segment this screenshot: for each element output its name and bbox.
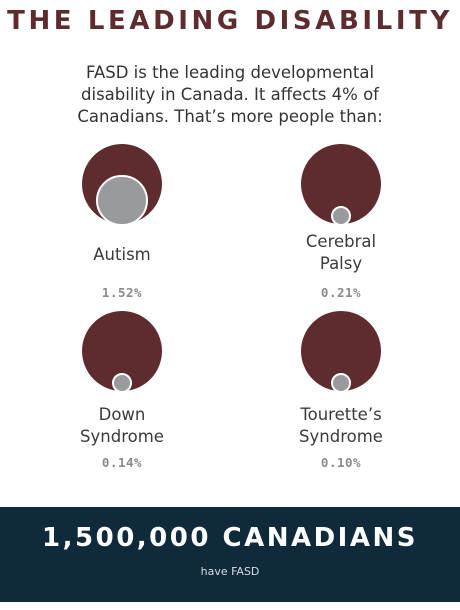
comparison-label: Tourette’s Syndrome [241,404,441,448]
comparison-circles [241,311,441,395]
comparison-label-line: Tourette’s [300,405,382,424]
comparison-percent: 0.10% [320,455,362,470]
cerebral-palsy-circle [330,205,352,226]
comparison-percent: 0.14% [101,455,143,470]
comparison-cerebral-palsy: Cerebral Palsy 0.21% [241,144,441,304]
comparison-label: Autism [22,244,222,266]
comparison-label: Down Syndrome [22,404,222,448]
comparison-circles [22,311,222,395]
autism-circle [96,174,148,226]
comparison-label-line: Down [98,405,146,424]
comparison-label-line: Autism [93,245,151,264]
footer-headline: 1,500,000 CANADIANS [42,523,418,553]
footer-banner: 1,500,000 CANADIANS have FASD [0,507,460,602]
comparison-label-line: Cerebral [305,232,377,251]
footer-subtext: have FASD [200,565,260,578]
comparison-label: Cerebral Palsy [241,231,441,275]
down-syndrome-circle [112,373,132,393]
intro-line: FASD is the leading developmental [85,63,375,82]
comparison-percent: 1.52% [101,285,143,300]
intro-line: Canadians. That’s more people than: [77,107,383,126]
comparison-autism: Autism 1.52% [22,144,222,304]
comparison-tourettes-syndrome: Tourette’s Syndrome 0.10% [241,311,441,471]
comparison-circles [22,144,222,228]
comparison-circles [241,144,441,228]
tourettes-syndrome-circle [331,373,351,393]
comparison-label-line: Syndrome [80,427,164,446]
intro-line: disability in Canada. It affects 4% of [81,85,379,104]
comparison-percent: 0.21% [320,285,362,300]
intro-text: FASD is the leading developmental disabi… [40,62,420,128]
comparison-down-syndrome: Down Syndrome 0.14% [22,311,222,471]
comparison-label-line: Syndrome [299,427,383,446]
comparison-label-line: Palsy [319,254,363,273]
page-title: THE LEADING DISABILITY [7,6,453,36]
